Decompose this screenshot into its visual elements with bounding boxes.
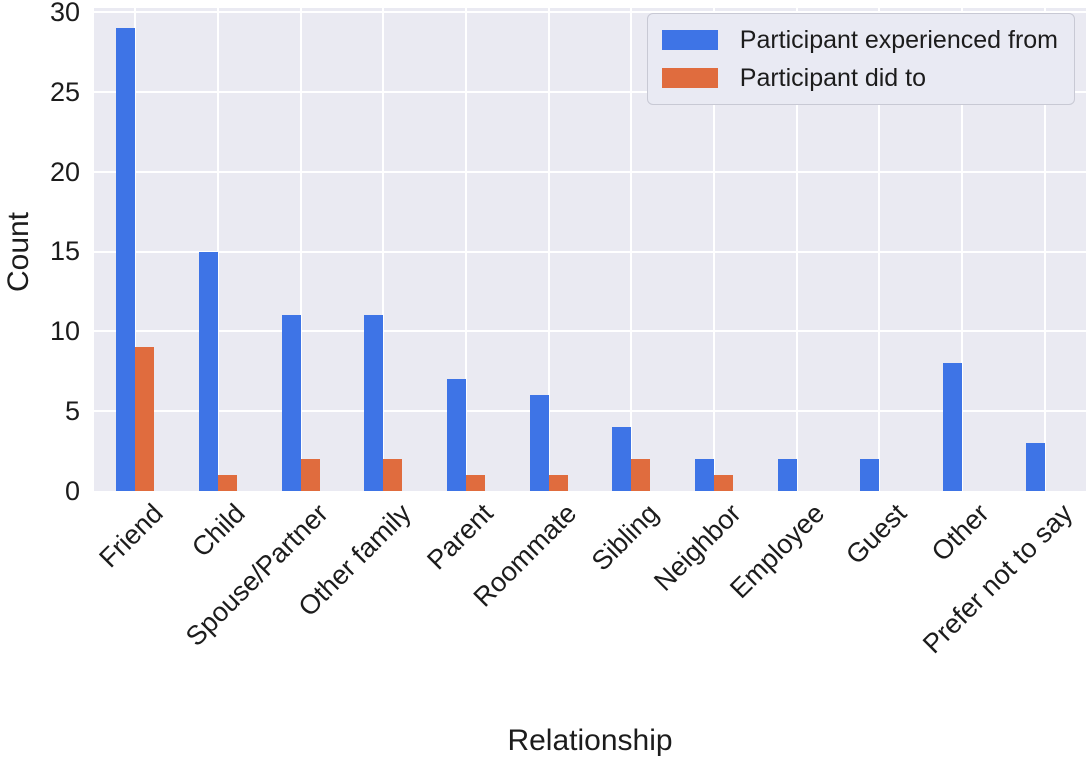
legend: Participant experienced from Participant… <box>646 13 1075 105</box>
legend-swatch-blue <box>661 30 718 50</box>
gridline-vertical <box>961 8 963 491</box>
bar-participant-did-to-parent <box>466 475 485 491</box>
bar-participant-did-to-friend <box>135 347 155 491</box>
bar-participant-experienced-from-neighbor <box>695 459 714 491</box>
x-tick-label-friend: Friend <box>93 498 169 574</box>
bar-participant-experienced-from-other <box>943 363 962 491</box>
x-tick-label-spouse-partner: Spouse/Partner <box>180 498 334 652</box>
bar-participant-did-to-sibling <box>631 459 651 491</box>
x-axis-label: Relationship <box>507 724 673 757</box>
y-tick-label: 10 <box>49 316 80 347</box>
bar-participant-experienced-from-parent <box>447 379 466 491</box>
gridline-vertical <box>547 8 550 491</box>
bar-participant-experienced-from-employee <box>777 459 797 491</box>
gridline-horizontal <box>94 330 1086 333</box>
legend-item-experienced-from: Participant experienced from <box>661 26 1058 54</box>
x-tick-label-other: Other <box>926 498 996 567</box>
x-tick-label-parent: Parent <box>421 498 500 576</box>
y-tick-label: 5 <box>64 396 80 427</box>
gridline-horizontal <box>94 250 1086 253</box>
gridline-vertical <box>795 8 798 491</box>
gridline-vertical <box>299 8 302 491</box>
y-tick-label: 30 <box>49 0 80 27</box>
legend-label: Participant experienced from <box>739 26 1058 54</box>
bar-participant-experienced-from-guest <box>860 459 880 491</box>
gridline-vertical <box>382 8 385 491</box>
y-tick-label: 20 <box>49 156 80 187</box>
gridline-vertical <box>465 8 467 491</box>
legend-swatch-orange <box>661 68 718 88</box>
bar-participant-experienced-from-friend <box>116 27 136 491</box>
bar-participant-did-to-roommate <box>548 475 568 491</box>
bar-participant-did-to-other-family <box>383 459 403 491</box>
y-tick-label: 15 <box>49 236 80 267</box>
x-tick-label-prefer-not-to-say: Prefer not to say <box>916 498 1078 660</box>
bar-participant-experienced-from-roommate <box>529 395 549 491</box>
bar-participant-did-to-spouse-partner <box>300 459 320 491</box>
bar-participant-experienced-from-sibling <box>612 427 632 491</box>
gridline-vertical <box>217 8 219 491</box>
bar-participant-did-to-child <box>218 475 237 491</box>
bar-participant-experienced-from-prefer-not-to-say <box>1025 443 1045 491</box>
legend-item-did-to: Participant did to <box>661 64 1058 92</box>
y-tick-label: 0 <box>64 476 80 506</box>
gridline-vertical <box>713 8 715 491</box>
legend-label: Participant did to <box>739 64 926 92</box>
y-tick-label: 25 <box>49 76 80 107</box>
gridline-horizontal <box>94 410 1086 413</box>
gridline-horizontal <box>94 11 1086 13</box>
bar-participant-did-to-neighbor <box>714 475 733 491</box>
gridline-horizontal <box>94 90 1086 93</box>
gridline-vertical <box>1043 8 1046 491</box>
bar-participant-experienced-from-child <box>199 251 218 491</box>
gridline-vertical <box>630 8 633 491</box>
bar-participant-experienced-from-spouse-partner <box>281 315 301 491</box>
bar-participant-experienced-from-other-family <box>364 315 384 491</box>
x-tick-label-child: Child <box>186 498 252 563</box>
gridline-horizontal <box>94 170 1086 173</box>
gridline-vertical <box>134 8 137 491</box>
x-tick-label-guest: Guest <box>840 498 913 571</box>
x-tick-label-sibling: Sibling <box>586 498 665 577</box>
gridline-vertical <box>878 8 881 491</box>
